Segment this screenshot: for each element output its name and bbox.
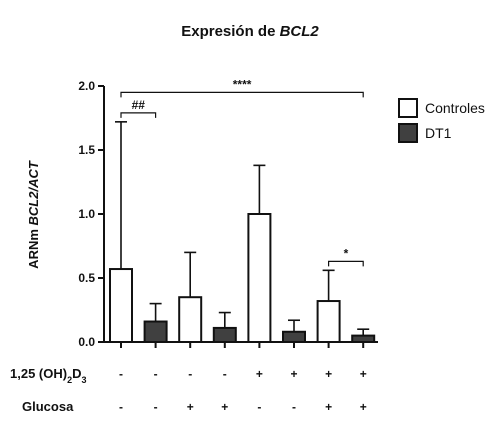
condition-value: + xyxy=(290,367,297,381)
condition-value: + xyxy=(325,367,332,381)
y-tick-label: 1.5 xyxy=(78,143,95,157)
condition-value: - xyxy=(188,367,192,381)
bar-controles-5 xyxy=(247,213,272,343)
condition-value: - xyxy=(119,400,123,414)
significance-bracket xyxy=(328,260,364,267)
legend-label-dt1: DT1 xyxy=(425,125,452,141)
significance-label: * xyxy=(344,246,349,260)
condition-value: - xyxy=(119,367,123,381)
legend-swatch-controles xyxy=(398,98,418,118)
significance-bracket xyxy=(120,112,157,118)
condition-label-vitamin-d: 1,25 (OH)2D3 xyxy=(10,366,87,385)
y-axis-label: ARNm BCL2/ACT xyxy=(26,160,41,269)
y-tick-label: 0.0 xyxy=(78,335,95,349)
significance-label: ## xyxy=(132,98,146,112)
legend-item-controles: Controles xyxy=(398,98,485,118)
bar-controles-1 xyxy=(109,268,133,344)
y-tick-label: 0.5 xyxy=(78,271,95,285)
condition-value: + xyxy=(221,400,228,414)
y-tick-label: 2.0 xyxy=(78,79,95,93)
condition-label-glucosa: Glucosa xyxy=(22,399,74,414)
legend: Controles DT1 xyxy=(398,98,485,143)
condition-value: - xyxy=(154,367,158,381)
bar-dt1-4 xyxy=(212,326,237,344)
condition-value: - xyxy=(223,367,227,381)
y-tick-label: 1.0 xyxy=(78,207,95,221)
legend-item-dt1: DT1 xyxy=(398,123,452,143)
condition-value: + xyxy=(360,400,367,414)
condition-value: + xyxy=(256,367,263,381)
bar-controles-3 xyxy=(178,296,203,344)
condition-value: + xyxy=(187,400,194,414)
condition-value: - xyxy=(257,400,261,414)
bar-dt1-8 xyxy=(351,334,376,344)
legend-swatch-dt1 xyxy=(398,123,418,143)
condition-value: + xyxy=(325,400,332,414)
significance-label: **** xyxy=(233,77,252,91)
bar-dt1-6 xyxy=(282,330,306,344)
chart-title: Expresión de BCL2 xyxy=(181,23,319,40)
legend-label-controles: Controles xyxy=(425,100,485,116)
bar-controles-7 xyxy=(316,300,341,344)
bar-dt1-2 xyxy=(143,320,168,343)
condition-value: - xyxy=(154,400,158,414)
condition-values: - - - - + + + + - - + + - - + + xyxy=(119,367,367,414)
significance-bracket xyxy=(120,91,364,98)
plot-area: 0.00.51.01.52.0##***** xyxy=(78,77,378,349)
condition-value: + xyxy=(360,367,367,381)
condition-value: - xyxy=(292,400,296,414)
